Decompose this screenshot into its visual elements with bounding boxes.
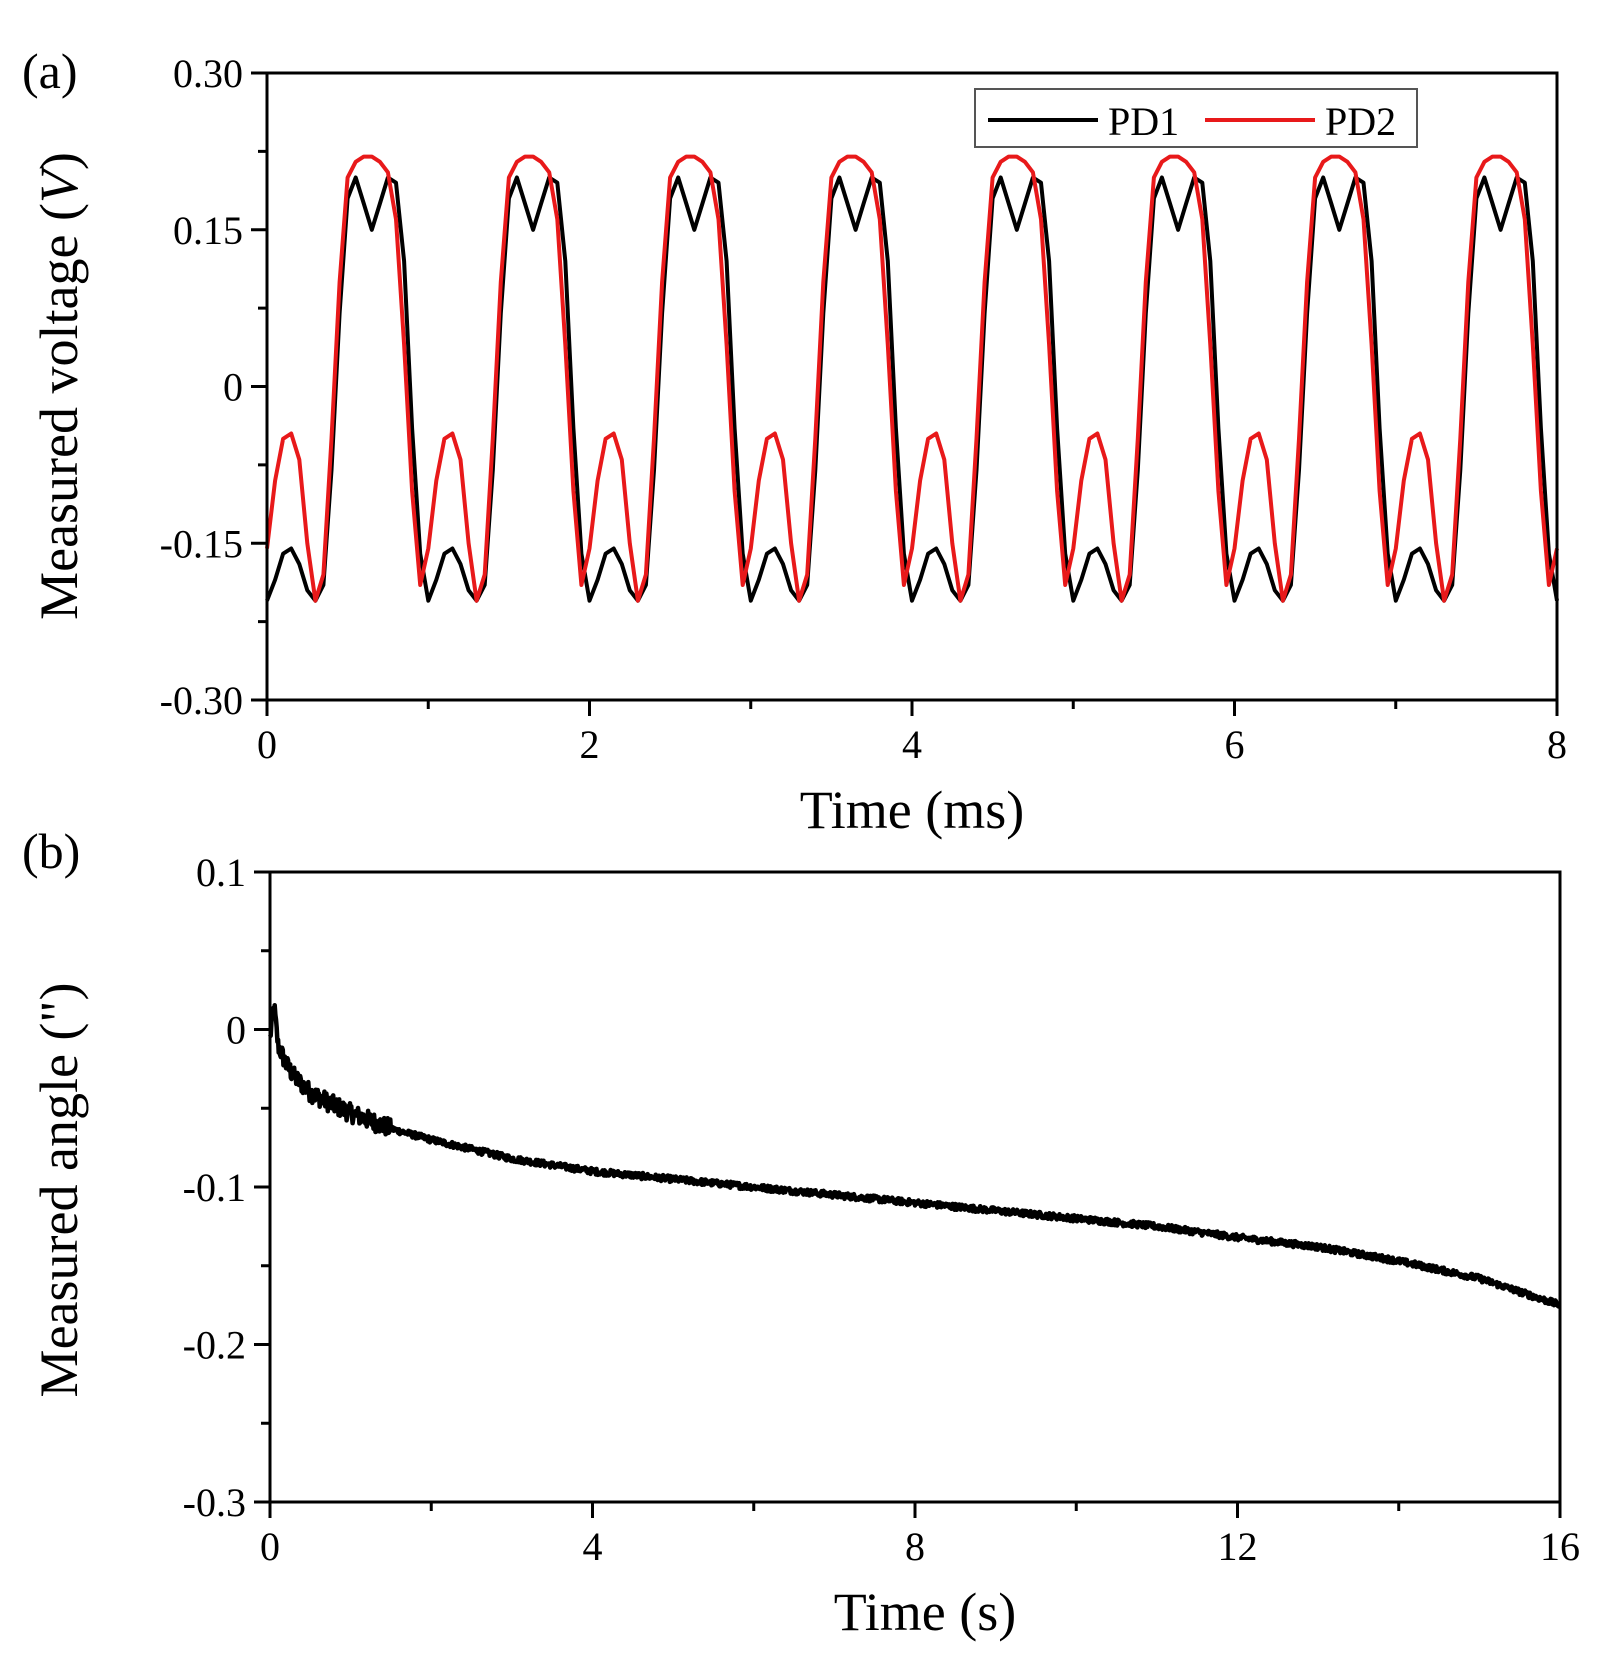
panel-a-x-axis-title: Time (ms)	[800, 780, 1025, 840]
panel-b-y-tick-label: 0.1	[196, 850, 246, 895]
panel-a-x-tick-label: 6	[1225, 722, 1245, 767]
panel-a-series-line-pd2	[265, 154, 1559, 603]
panel-b-y-tick-label: 0	[226, 1008, 246, 1053]
panel-b-x-tick-label: 4	[583, 1524, 603, 1569]
panel-b-series-line-measured-angle	[267, 1002, 1562, 1309]
panel-a-x-tick-label: 0	[257, 722, 277, 767]
legend-label-pd2: PD2	[1325, 99, 1396, 144]
panel-a-series-line-pd1	[265, 175, 1559, 603]
panel-a-y-axis: -0.30 -0.15 0 0.15 0.30	[160, 51, 267, 723]
panel-a-y-tick-label: 0	[223, 365, 243, 410]
panel-a-y-tick-label: 0.30	[173, 51, 243, 96]
panel-b-x-axis-title: Time (s)	[834, 1582, 1017, 1642]
panel-a-x-tick-label: 8	[1547, 722, 1567, 767]
panel-b-y-tick-label: -0.3	[183, 1480, 246, 1525]
panel-b-label: (b)	[22, 823, 80, 879]
panel-b-y-tick-label: -0.1	[183, 1165, 246, 1210]
panel-a-y-tick-label: 0.15	[173, 208, 243, 253]
panel-a-frame	[265, 71, 1559, 702]
panel-a-y-axis-title-text: Measured voltage (	[29, 203, 89, 620]
panel-b-y-axis: -0.3 -0.2 -0.1 0 0.1	[183, 850, 270, 1525]
panel-b-y-tick-label: -0.2	[183, 1323, 246, 1368]
panel-a-x-axis: 0 2 4 6 8	[257, 700, 1567, 767]
panel-b-frame	[268, 870, 1562, 1504]
panel-a-y-tick-label: -0.15	[160, 521, 243, 566]
panel-b-x-tick-label: 16	[1540, 1524, 1580, 1569]
panel-b-x-tick-label: 0	[260, 1524, 280, 1569]
panel-a-y-axis-title-unit: V	[29, 164, 89, 203]
panel-b-y-axis-title: Measured angle (")	[29, 983, 89, 1398]
panel-a-y-axis-title: Measured voltage (V)	[29, 152, 89, 620]
panel-b-series	[267, 1002, 1562, 1309]
legend-label-pd1: PD1	[1108, 99, 1179, 144]
panel-a-x-tick-label: 2	[580, 722, 600, 767]
panel-a-legend: PD1 PD2	[974, 88, 1418, 148]
panel-a-y-axis-title-close: )	[29, 152, 89, 170]
panel-a-series	[265, 154, 1559, 603]
panel-b: (b) 0 4 8 12 16 -0.3 -0.2 -0.1 0 0.1 Time (s) Me…	[22, 823, 1580, 1642]
panel-a-label: (a)	[22, 43, 78, 99]
panel-b-x-tick-label: 12	[1218, 1524, 1258, 1569]
panel-a-x-tick-label: 4	[902, 722, 922, 767]
panel-a-y-tick-label: -0.30	[160, 678, 243, 723]
panel-b-x-tick-label: 8	[905, 1524, 925, 1569]
panel-b-x-axis: 0 4 8 12 16	[260, 1502, 1580, 1569]
